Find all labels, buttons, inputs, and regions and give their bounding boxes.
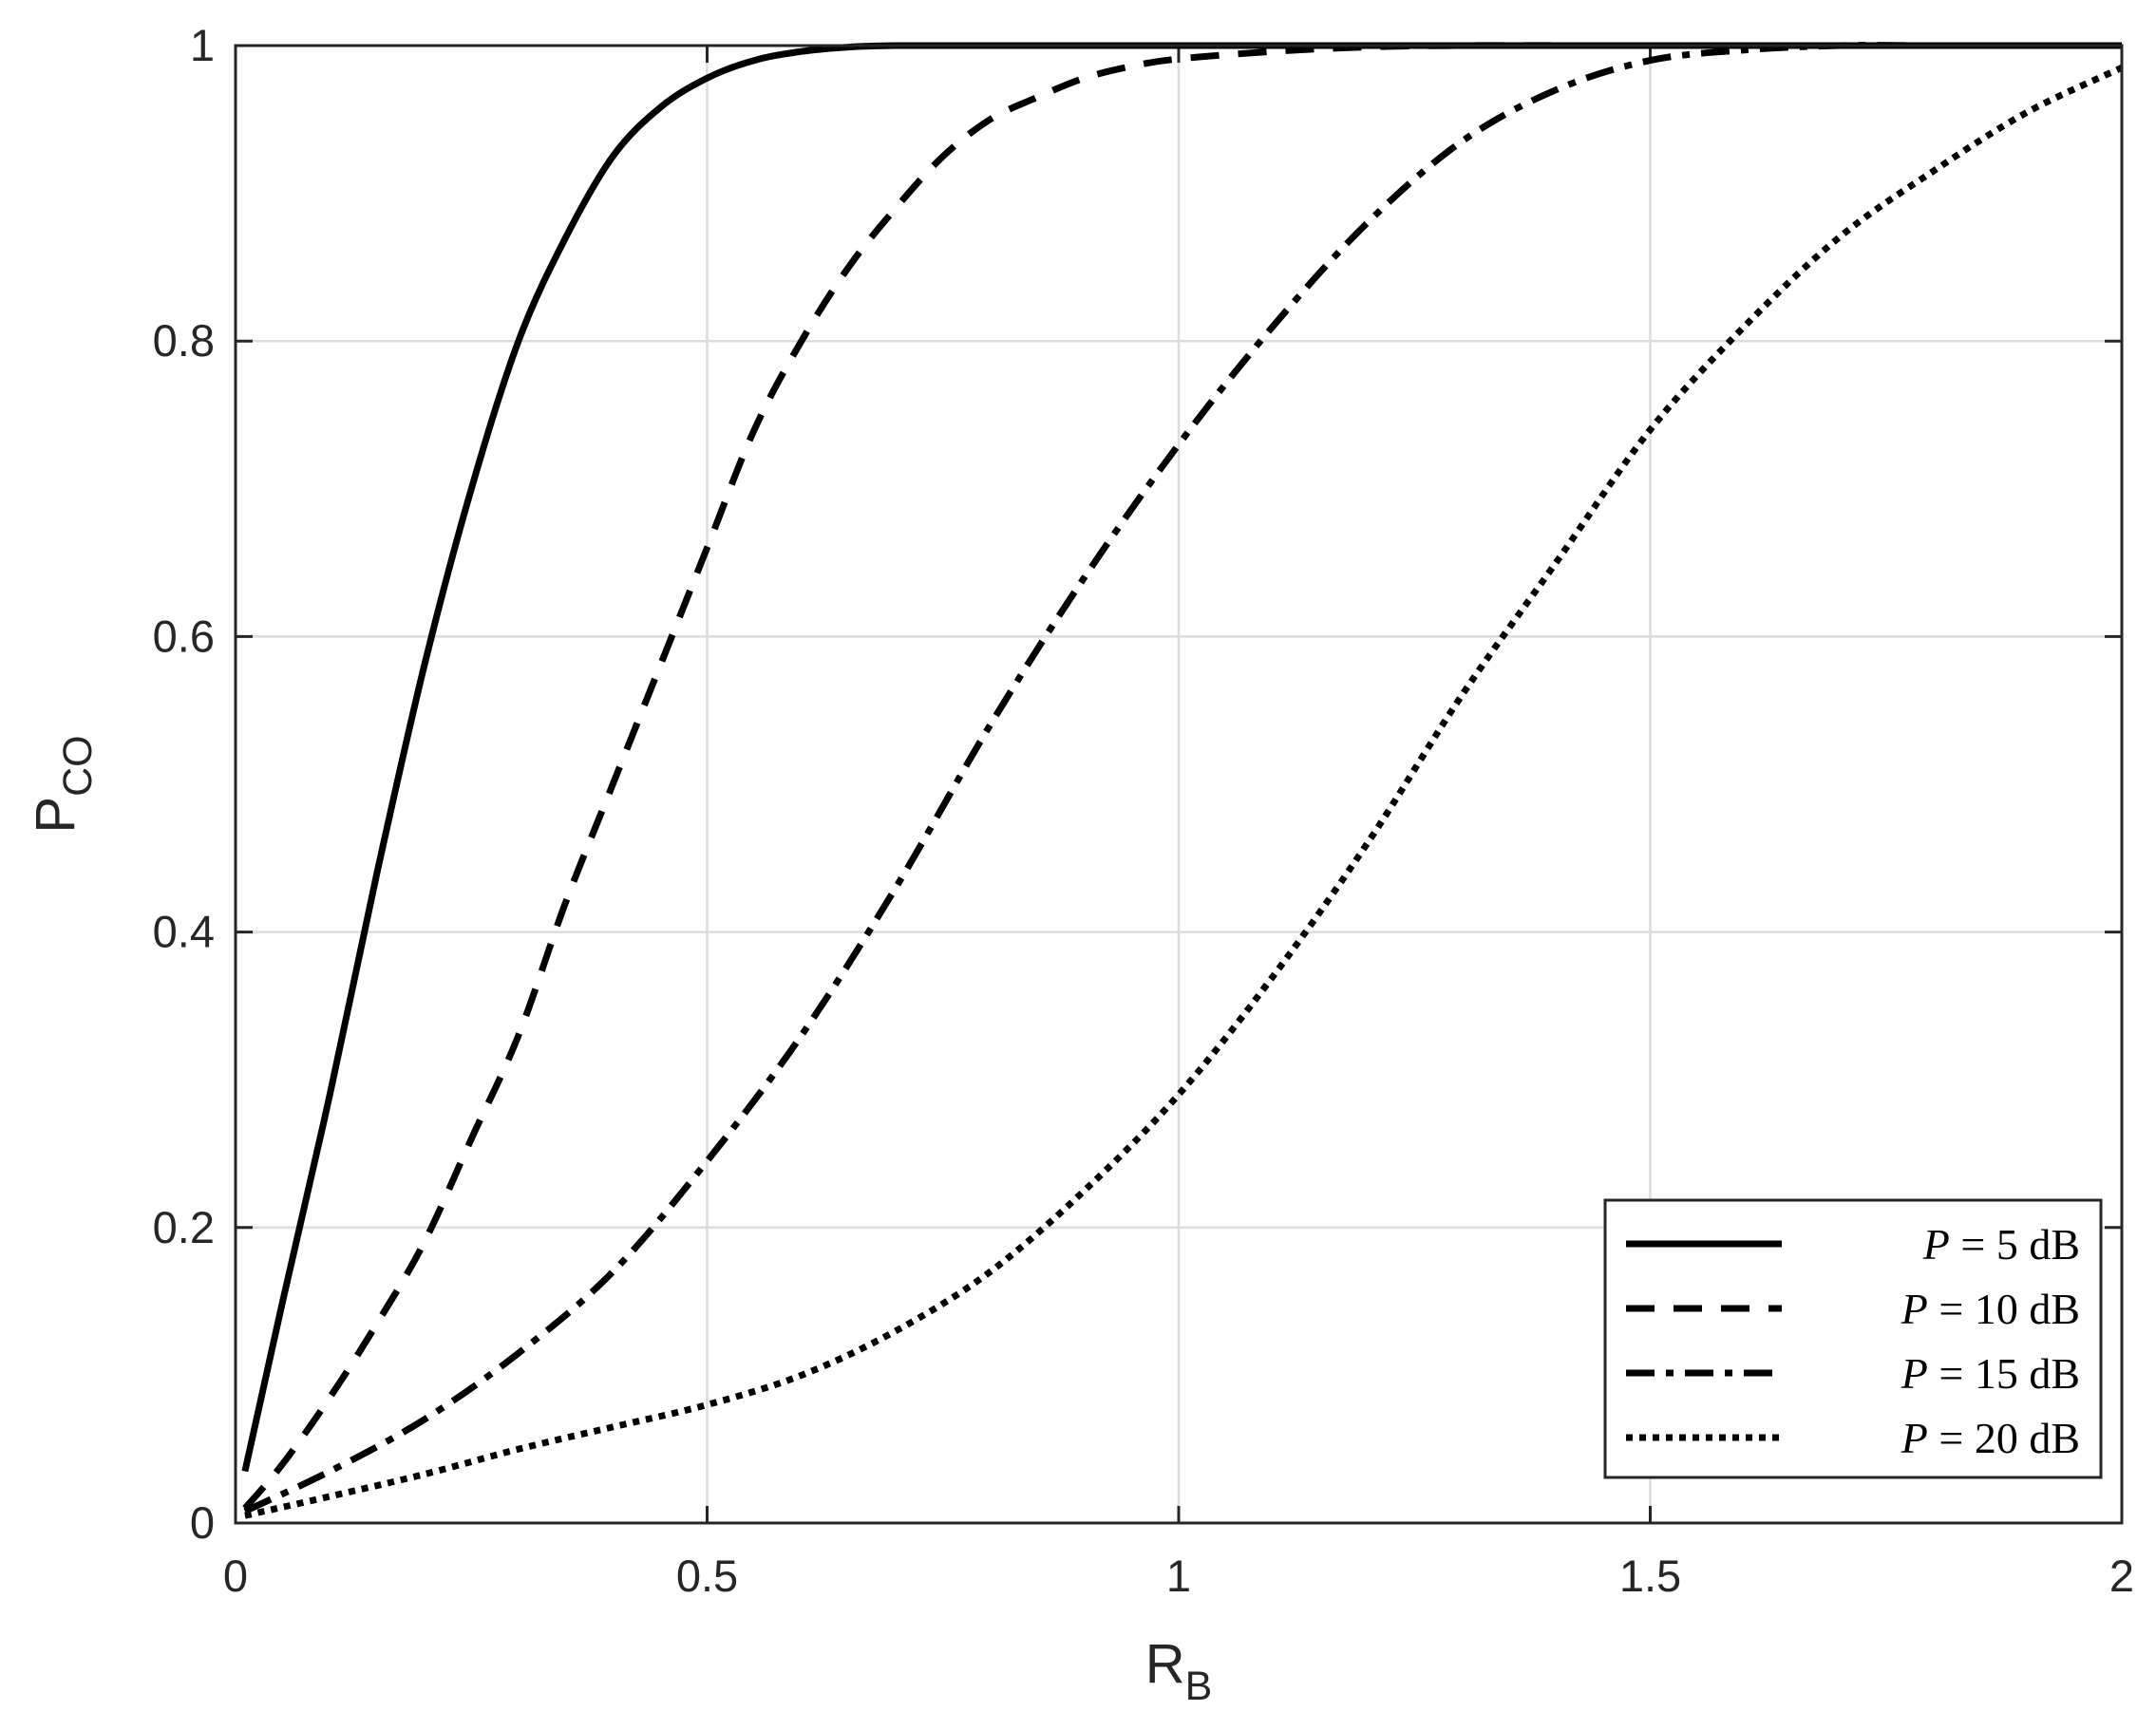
y-tick-label: 0 — [190, 1497, 215, 1548]
legend-label-text: = 20 dB — [1928, 1414, 2080, 1462]
series-line-2 — [242, 42, 2122, 1511]
y-tick-label: 0.8 — [153, 315, 215, 366]
x-tick-label: 2 — [2109, 1551, 2134, 1601]
legend-label-var: P — [1901, 1285, 1928, 1333]
legend-label-3: P = 15 dB — [1901, 1349, 2080, 1398]
legend-label-4: P = 20 dB — [1901, 1414, 2080, 1462]
x-tick-label: 1.5 — [1619, 1551, 1681, 1601]
x-tick-label: 1 — [1166, 1551, 1191, 1601]
x-axis-label-main: R — [1145, 1633, 1185, 1695]
y-axis-label-sub: CO — [55, 735, 101, 797]
tick-labels: 0 0.5 1 1.5 2 0 0.2 0.4 0.6 0.8 1 — [153, 20, 2134, 1601]
legend-label-text: = 15 dB — [1928, 1349, 2080, 1398]
legend-label-var: P — [1901, 1349, 1928, 1398]
y-axis-label-main: P — [25, 797, 86, 834]
y-tick-label: 1 — [190, 20, 215, 70]
y-tick-label: 0.6 — [153, 611, 215, 661]
plot-frame — [234, 44, 2124, 1525]
x-tick-label: 0.5 — [676, 1551, 738, 1601]
legend-label-2: P = 10 dB — [1901, 1285, 2080, 1333]
series-line-4 — [244, 65, 2124, 1519]
legend-label-var: P — [1922, 1220, 1950, 1269]
legend-label-text: = 5 dB — [1950, 1220, 2080, 1269]
legend: P = 5 dBP = 10 dBP = 15 dBP = 20 dB — [1603, 1198, 2103, 1479]
x-axis-label: RB — [1145, 1633, 1213, 1709]
y-tick-label: 0.4 — [153, 907, 215, 957]
legend-entries: P = 5 dBP = 10 dBP = 15 dBP = 20 dB — [1626, 1220, 2080, 1462]
x-axis-label-sub: B — [1185, 1664, 1213, 1709]
y-tick-label: 0.2 — [153, 1202, 215, 1252]
x-tick-label: 0 — [223, 1551, 248, 1601]
legend-label-var: P — [1901, 1414, 1928, 1462]
series-line-3 — [243, 42, 2122, 1514]
y-axis-label: PCO — [25, 735, 101, 833]
legend-label-1: P = 5 dB — [1922, 1220, 2080, 1269]
legend-label-text: = 10 dB — [1928, 1285, 2080, 1333]
